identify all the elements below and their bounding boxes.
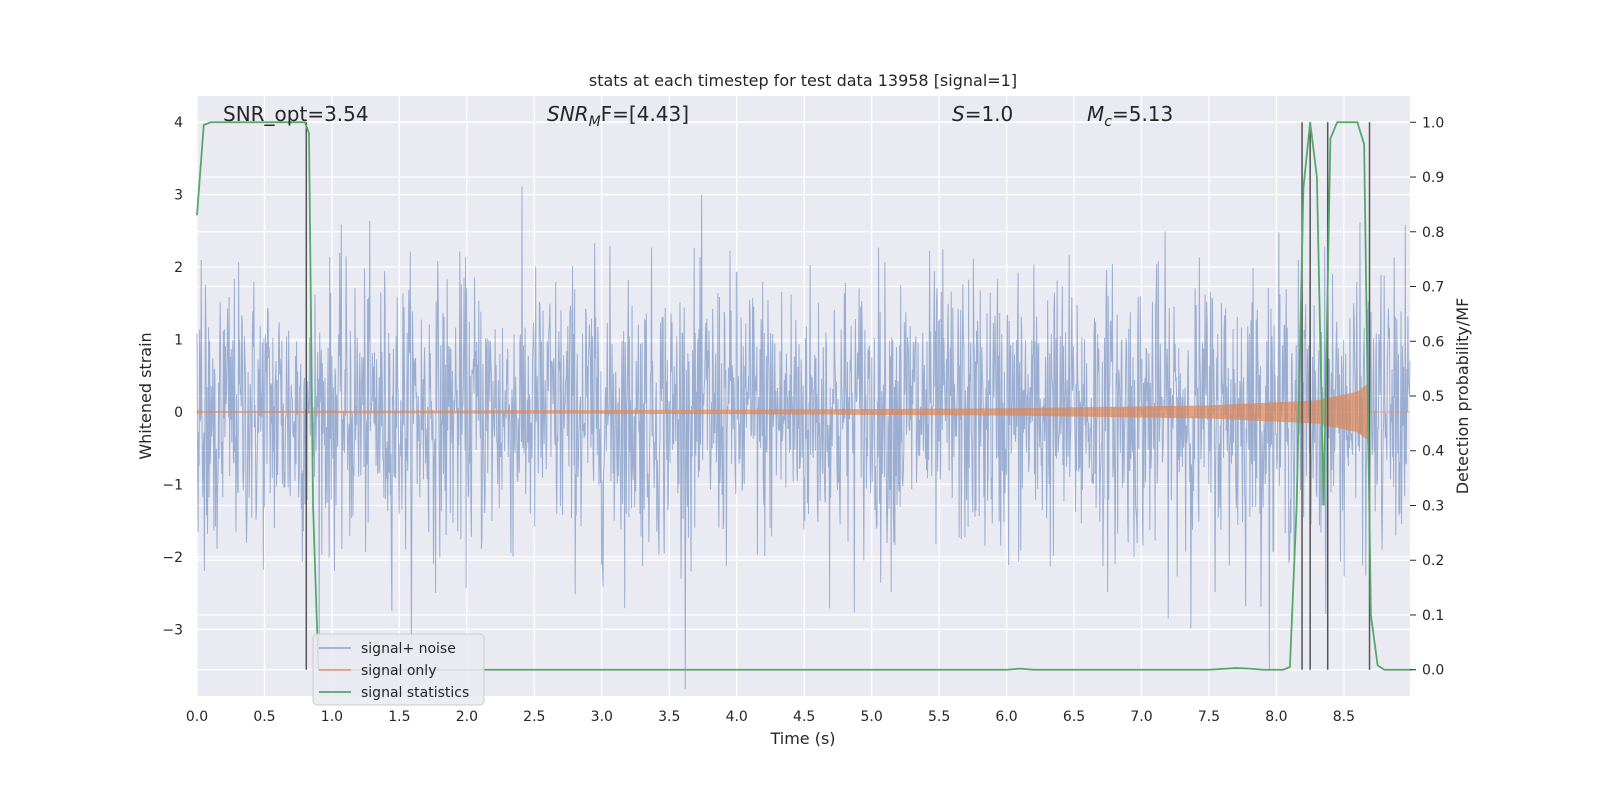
- legend: signal+ noise signal only signal statistic…: [312, 633, 485, 706]
- y-tick-label: 3: [174, 188, 183, 204]
- x-tick-label: 0.0: [186, 709, 208, 725]
- x-tick-label: 1.0: [321, 709, 343, 725]
- x-tick-label: 3.5: [658, 709, 680, 725]
- y2-axis-ticks: 0.0 0.1 0.2 0.3 0.4 0.5 0.6 0.7 0.8 0.9 1.0: [1410, 115, 1444, 679]
- legend-label: signal+ noise: [361, 641, 456, 657]
- y2-tick-label: 0.0: [1422, 663, 1444, 679]
- y-axis-ticks: −3 −2 −1 0 1 2 3 4: [162, 115, 183, 638]
- y-tick-label: 4: [174, 115, 183, 131]
- y-tick-label: −1: [162, 477, 183, 493]
- x-tick-label: 1.5: [388, 709, 410, 725]
- y2-tick-label: 0.5: [1422, 389, 1444, 405]
- x-axis-ticks: 0.0 0.5 1.0 1.5 2.0 2.5 3.0 3.5 4.0 4.5 5.0 5.5 6.0 6…: [186, 709, 1355, 725]
- legend-label: signal statistics: [361, 685, 469, 701]
- x-tick-label: 4.5: [793, 709, 815, 725]
- x-tick-label: 8.5: [1333, 709, 1355, 725]
- x-tick-label: 4.0: [726, 709, 748, 725]
- x-axis-label: Time (s): [769, 729, 835, 748]
- y-tick-label: 0: [174, 405, 183, 421]
- x-tick-label: 3.0: [591, 709, 613, 725]
- annotation-value: F=[4.43]: [601, 102, 689, 126]
- signal-statistics-line: [196, 121, 1412, 671]
- annotation-subscript: M: [589, 114, 601, 130]
- annotation-s: S=1.0: [952, 102, 1013, 126]
- annotation-subscript: c: [1104, 114, 1112, 130]
- signal-only-line: [196, 384, 1410, 440]
- chart-title: stats at each timestep for test data 139…: [589, 71, 1017, 90]
- annotation-symbol: M: [1087, 102, 1104, 126]
- annotation-value: =1.0: [965, 102, 1014, 126]
- annotation-symbol: S: [952, 102, 965, 126]
- x-tick-label: 5.5: [928, 709, 950, 725]
- x-tick-label: 2.0: [456, 709, 478, 725]
- annotation-text: SNR_opt=3.54: [223, 102, 369, 126]
- x-tick-label: 2.5: [523, 709, 545, 725]
- legend-label: signal only: [361, 663, 436, 679]
- y2-tick-label: 0.2: [1422, 553, 1444, 569]
- y2-tick-label: 0.9: [1422, 170, 1444, 186]
- y-axis-label: Whitened strain: [136, 332, 155, 459]
- x-tick-label: 7.0: [1130, 709, 1152, 725]
- annotation-value: =5.13: [1112, 102, 1173, 126]
- annotation-symbol: SNR: [547, 102, 589, 126]
- y2-tick-label: 1.0: [1422, 115, 1444, 131]
- y-tick-label: −3: [162, 622, 183, 638]
- x-tick-label: 0.5: [253, 709, 275, 725]
- annotation-snr-mf: SNRMF=[4.43]: [547, 102, 689, 130]
- annotations: SNR_opt=3.54 SNRMF=[4.43] S=1.0 Mc=5.13: [223, 102, 1173, 130]
- legend-box: [312, 633, 485, 706]
- y2-tick-label: 0.8: [1422, 225, 1444, 241]
- y2-tick-label: 0.6: [1422, 334, 1444, 350]
- y2-tick-label: 0.4: [1422, 444, 1444, 460]
- x-tick-label: 8.0: [1265, 709, 1287, 725]
- series-signal-statistics: [196, 121, 1412, 671]
- annotation-snr-opt: SNR_opt=3.54: [223, 102, 369, 126]
- y2-tick-label: 0.1: [1422, 608, 1444, 624]
- x-tick-label: 5.0: [861, 709, 883, 725]
- x-tick-label: 7.5: [1198, 709, 1220, 725]
- y-tick-label: 2: [174, 260, 183, 276]
- y2-tick-label: 0.3: [1422, 498, 1444, 514]
- y2-tick-label: 0.7: [1422, 280, 1444, 296]
- series-signal-only: [196, 384, 1410, 440]
- y2-axis-label: Detection probability/MF: [1453, 298, 1472, 495]
- x-tick-label: 6.0: [995, 709, 1017, 725]
- annotation-mc: Mc=5.13: [1087, 102, 1173, 130]
- y-tick-label: 1: [174, 332, 183, 348]
- x-tick-label: 6.5: [1063, 709, 1085, 725]
- y-tick-label: −2: [162, 550, 183, 566]
